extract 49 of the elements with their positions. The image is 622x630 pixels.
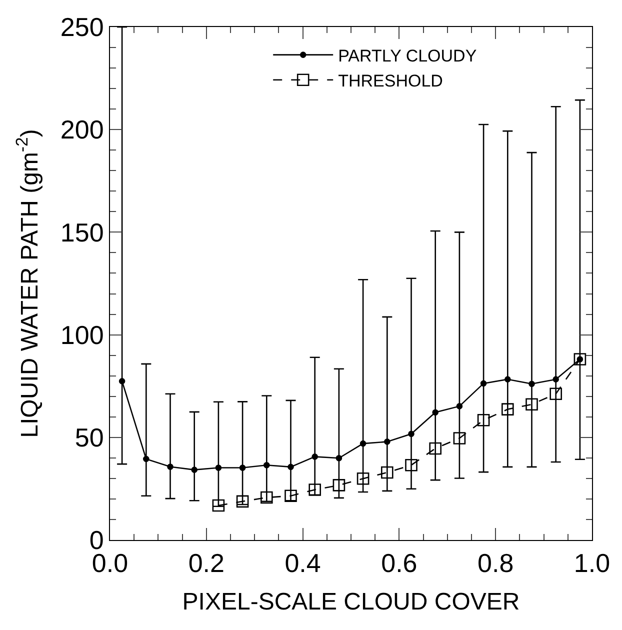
point	[260, 491, 273, 504]
point	[432, 409, 438, 416]
x-tick-label: 0.8	[478, 548, 514, 578]
y-tick-label: 250	[60, 12, 104, 42]
point	[502, 403, 514, 416]
y-tick-label: 100	[60, 320, 104, 350]
point	[143, 456, 150, 462]
point	[264, 462, 270, 468]
point	[408, 430, 414, 438]
point	[504, 376, 511, 382]
point	[215, 464, 222, 471]
legend-label: PARTLY CLOUDY	[338, 46, 477, 66]
y-tick-label: 200	[60, 114, 104, 145]
point	[332, 479, 346, 492]
point	[360, 440, 366, 447]
point	[528, 380, 535, 387]
point	[336, 454, 342, 462]
point	[384, 438, 390, 445]
point	[477, 414, 490, 426]
point	[167, 464, 174, 470]
point	[191, 466, 198, 473]
point	[405, 458, 418, 472]
point	[236, 495, 249, 508]
point	[308, 484, 321, 496]
point	[456, 403, 463, 410]
point	[239, 464, 246, 471]
point	[453, 432, 466, 444]
x-axis-title: PIXEL-SCALE CLOUD COVER	[182, 588, 520, 616]
point	[552, 376, 559, 382]
x-tick-label: 0.0	[92, 548, 128, 578]
point	[284, 490, 297, 502]
y-tick-label: 50	[74, 422, 104, 452]
point	[381, 466, 394, 479]
point	[312, 454, 318, 460]
point	[288, 464, 294, 470]
point	[480, 380, 487, 387]
y-tick-label: 150	[60, 217, 104, 248]
point	[356, 472, 370, 485]
legend-label: THRESHOLD	[338, 72, 443, 91]
point	[429, 442, 442, 455]
point	[574, 353, 586, 366]
point	[212, 499, 225, 512]
x-tick-label: 0.2	[188, 548, 224, 578]
x-tick-label: 0.6	[381, 548, 418, 578]
point	[118, 378, 126, 384]
x-tick-label: 0.4	[284, 548, 321, 578]
x-tick-label: 1.0	[574, 548, 610, 578]
point	[526, 398, 538, 411]
point	[550, 388, 562, 400]
